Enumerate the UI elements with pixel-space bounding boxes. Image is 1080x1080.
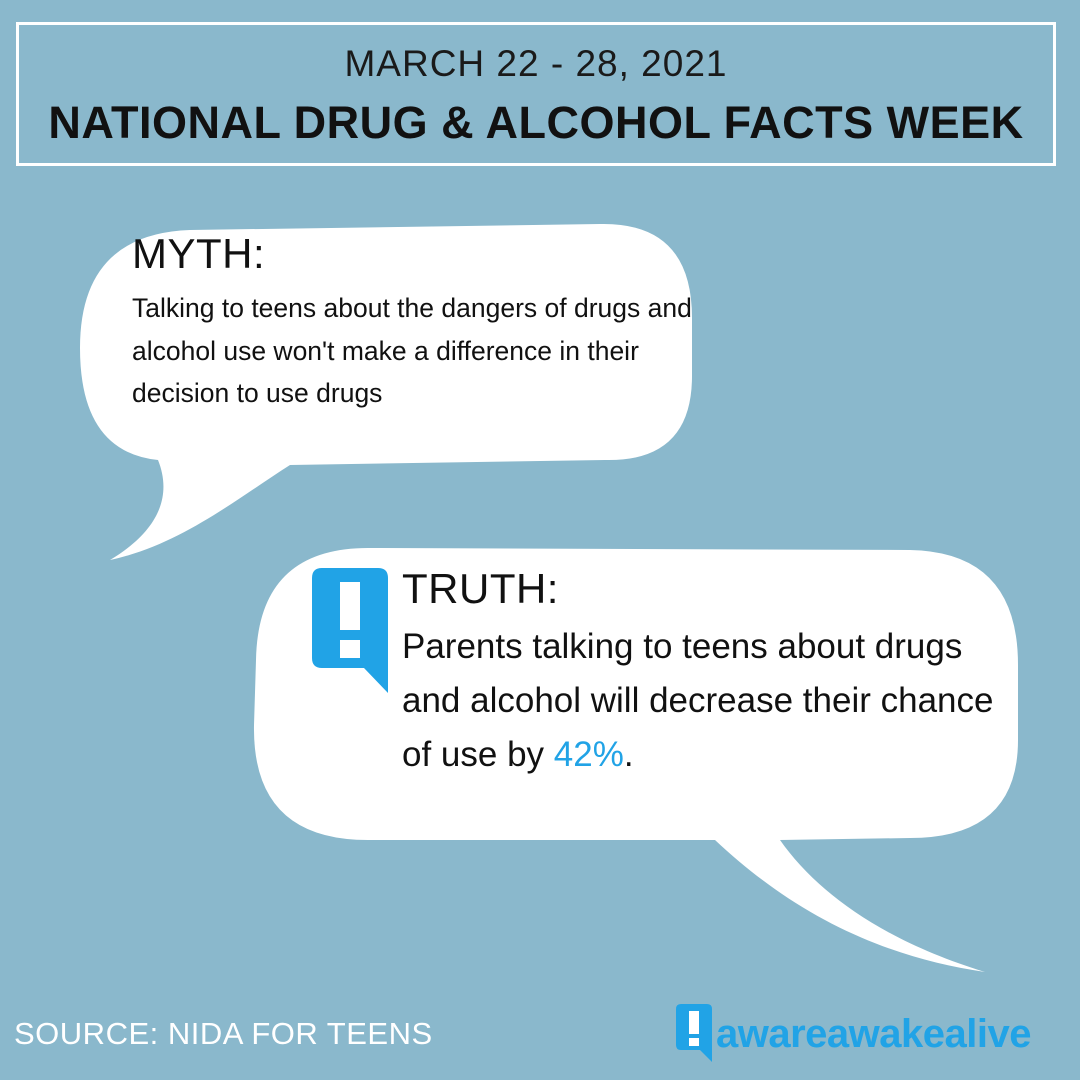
- source-credit: SOURCE: NIDA FOR TEENS: [14, 1016, 433, 1051]
- brand-logo: awareawakealive: [676, 1004, 1066, 1064]
- myth-bubble: [80, 223, 692, 561]
- statistic-highlight: 42%: [553, 735, 624, 774]
- myth-text: Talking to teens about the dangers of dr…: [132, 293, 692, 408]
- logo-wordmark: awareawakealive: [716, 1012, 1031, 1056]
- truth-text: Parents talking to teens about drugs and…: [402, 620, 1002, 782]
- truth-bubble: [253, 548, 1019, 972]
- exclamation-speech-icon: [312, 568, 388, 693]
- page-title: NATIONAL DRUG & ALCOHOL FACTS WEEK: [48, 97, 1024, 148]
- truth-text-body: Parents talking to teens about drugs and…: [402, 627, 994, 774]
- truth-text-end: .: [623, 735, 634, 774]
- myth-heading: MYTH:: [132, 230, 266, 277]
- truth-heading: TRUTH:: [402, 565, 559, 612]
- logo-exclamation-icon: [676, 1004, 712, 1062]
- event-date: MARCH 22 - 28, 2021: [344, 43, 728, 84]
- header-box: MARCH 22 - 28, 2021 NATIONAL DRUG & ALCO…: [16, 22, 1056, 166]
